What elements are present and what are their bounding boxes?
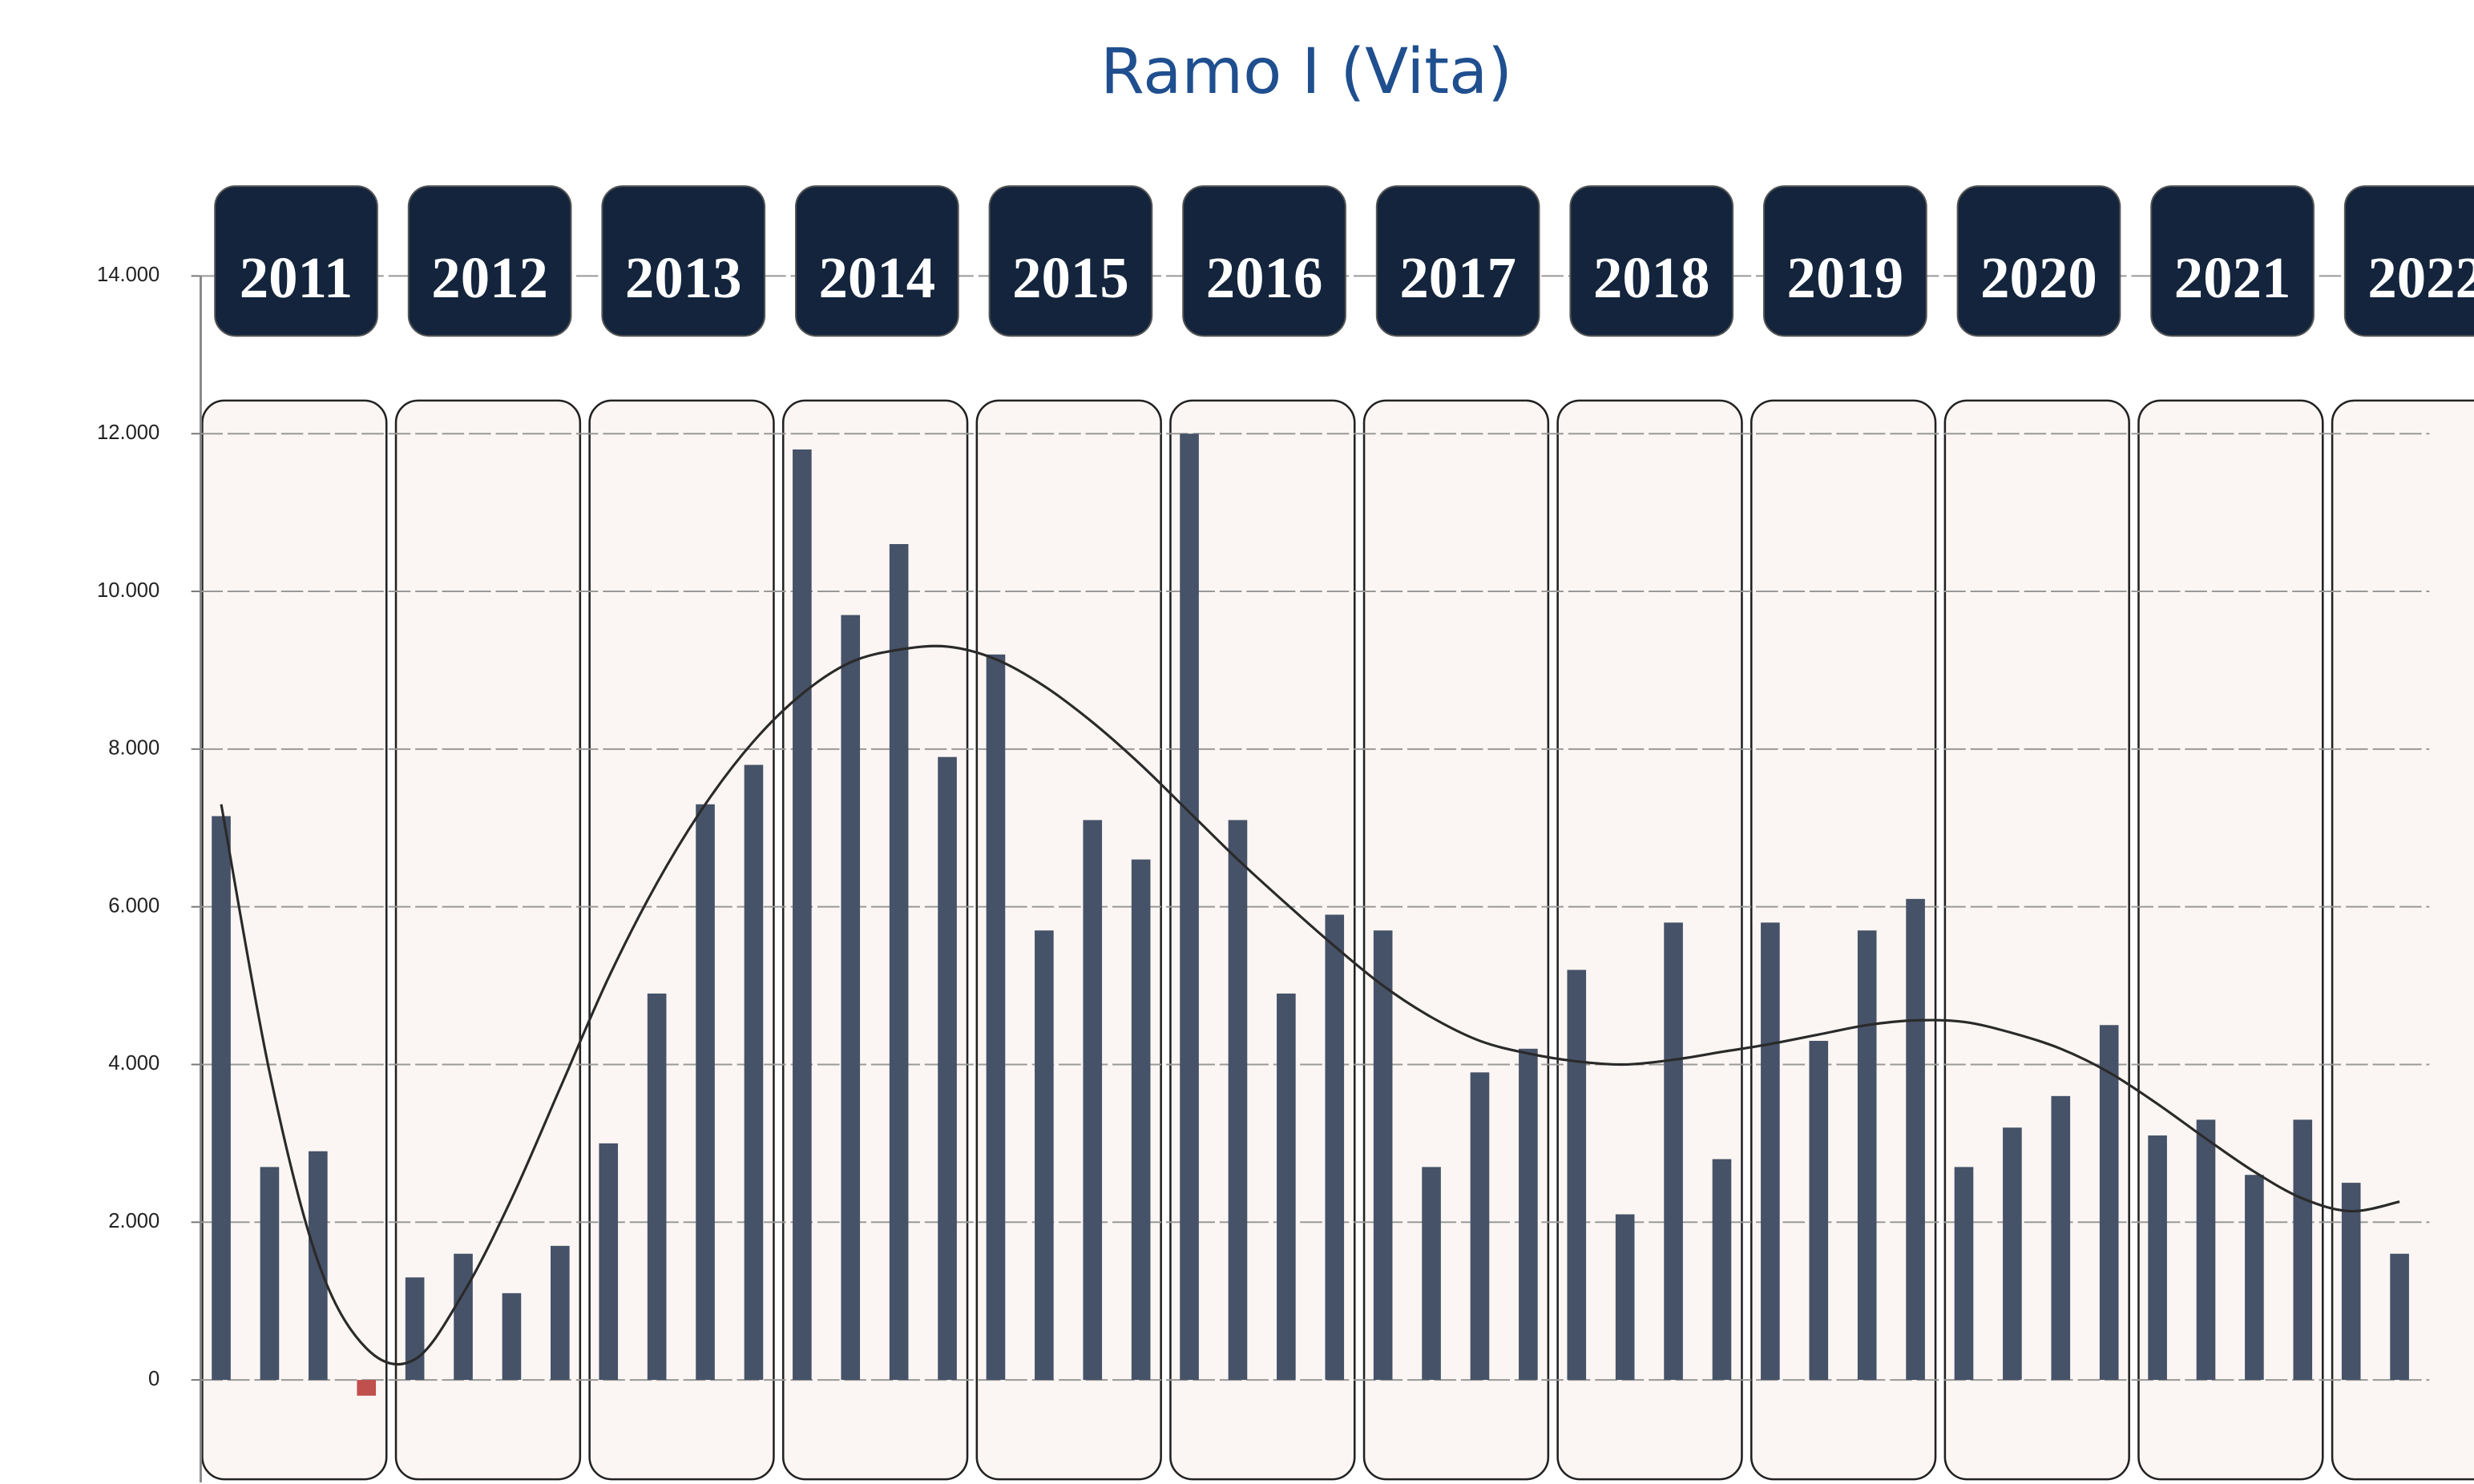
bar [1519, 1048, 1538, 1381]
year-box [1943, 399, 2130, 1481]
bar [2051, 1095, 2071, 1381]
bar [1470, 1072, 1490, 1381]
bar [2099, 1025, 2119, 1381]
bar [1131, 859, 1151, 1381]
year-label: 2012 [431, 245, 548, 310]
year-box [1362, 399, 1550, 1481]
bar [309, 1151, 328, 1381]
bar [2003, 1127, 2022, 1381]
bar [2341, 1183, 2361, 1381]
bar [1712, 1159, 1732, 1381]
bar [2390, 1253, 2409, 1381]
bar [1180, 434, 1199, 1381]
bar [357, 1380, 377, 1396]
bar [1954, 1167, 1974, 1381]
bar [938, 756, 957, 1381]
bar [1567, 970, 1587, 1381]
bar [1664, 922, 1683, 1381]
year-badge [214, 185, 378, 337]
year-label: 2015 [1012, 245, 1129, 310]
bar [1277, 993, 1296, 1381]
year-label: 2018 [1593, 245, 1710, 310]
bar [1906, 898, 1925, 1381]
year-box [2137, 399, 2324, 1481]
year-badge [601, 185, 766, 337]
bar [454, 1253, 473, 1381]
y-tick-label: 12.000 [97, 421, 159, 444]
year-box [975, 399, 1162, 1481]
year-badge [1763, 185, 1927, 337]
bar [986, 654, 1006, 1381]
year-box [394, 399, 582, 1481]
bar [551, 1245, 570, 1381]
y-tick-label: 10.000 [97, 579, 159, 602]
bar [599, 1143, 619, 1381]
year-box [1556, 399, 1743, 1481]
bar [2196, 1119, 2216, 1381]
year-badge [1182, 185, 1346, 337]
bar [793, 449, 812, 1381]
bar [1373, 930, 1393, 1381]
year-box [1750, 399, 1937, 1481]
year-label: 2016 [1206, 245, 1323, 310]
year-label: 2021 [2174, 245, 2291, 310]
year-label: 2017 [1399, 245, 1516, 310]
year-badge [1956, 185, 2121, 337]
year-badge [2343, 185, 2474, 337]
year-label: 2013 [625, 245, 742, 310]
bar [841, 615, 861, 1381]
year-box [781, 399, 969, 1481]
y-tick-label: 14.000 [97, 264, 159, 286]
bar [502, 1292, 522, 1381]
year-label: 2022 [2367, 245, 2474, 310]
trend-line [220, 644, 2400, 1366]
bar [260, 1167, 280, 1381]
y-tick-label: 2.000 [108, 1210, 159, 1232]
bar [1761, 922, 1780, 1381]
chart-title: Ramo I (Vita) [1100, 34, 1512, 108]
year-badge [407, 185, 572, 337]
bar [1422, 1167, 1441, 1381]
year-box [588, 399, 775, 1481]
year-badge [794, 185, 959, 337]
year-label: 2019 [1787, 245, 1904, 310]
year-label: 2014 [819, 245, 936, 310]
year-box [201, 399, 388, 1481]
bar [889, 544, 909, 1381]
y-tick-label: 8.000 [108, 737, 159, 760]
bar [1035, 930, 1054, 1381]
y-tick-label: 6.000 [108, 894, 159, 917]
bar [696, 804, 715, 1381]
year-label: 2011 [240, 245, 353, 310]
bar [2293, 1119, 2313, 1381]
bar [744, 764, 764, 1381]
year-badge [2150, 185, 2315, 337]
bar [1228, 820, 1248, 1381]
year-box [1169, 399, 1356, 1481]
bar [1325, 914, 1345, 1381]
bar [1615, 1214, 1635, 1381]
year-badge [988, 185, 1153, 337]
bar [647, 993, 667, 1381]
year-badge [1375, 185, 1540, 337]
y-tick-label: 4.000 [108, 1052, 159, 1075]
bar [212, 816, 231, 1381]
bar [1857, 930, 1877, 1381]
bar [1083, 820, 1103, 1381]
year-label: 2020 [1980, 245, 2097, 310]
y-tick-label: 0 [148, 1368, 159, 1390]
bar [1809, 1040, 1829, 1381]
year-badge [1569, 185, 1734, 337]
bar [2148, 1135, 2167, 1381]
bar [405, 1277, 425, 1381]
bar [2245, 1175, 2264, 1381]
